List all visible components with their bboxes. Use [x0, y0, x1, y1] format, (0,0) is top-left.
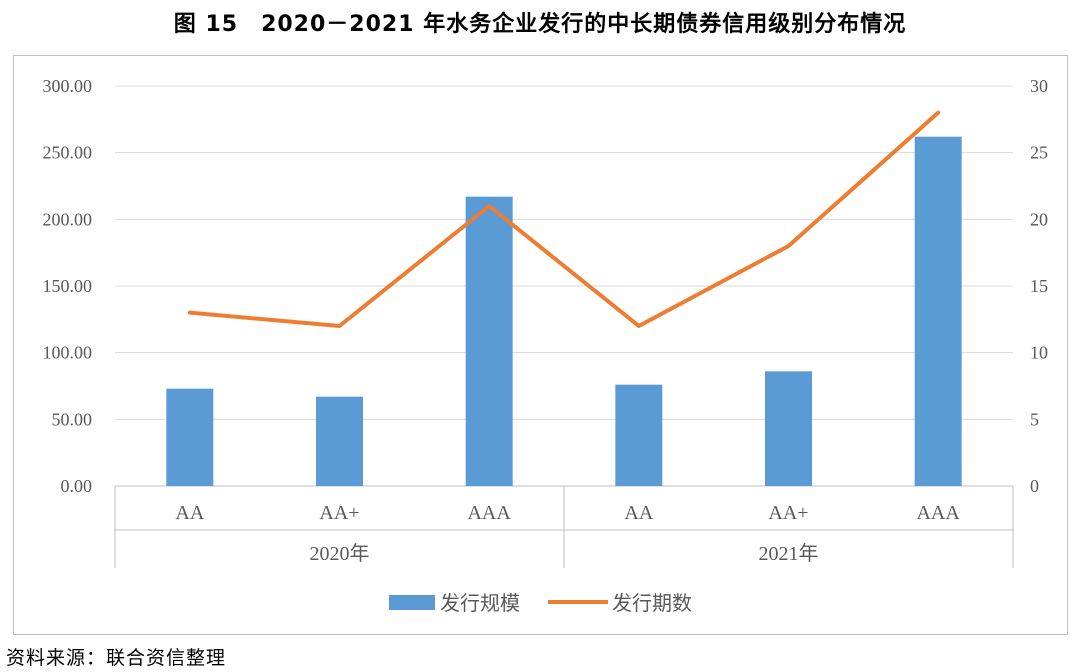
- x-group-label: 2020年: [310, 542, 370, 565]
- source-note: 资料来源：联合资信整理: [6, 647, 227, 669]
- bar: [166, 388, 214, 486]
- line-point: [487, 204, 491, 208]
- y-left-tick-label: 150.00: [43, 276, 93, 296]
- x-category-label: AAA: [916, 502, 960, 524]
- legend-label: 发行规模: [440, 591, 520, 615]
- y-right-tick-label: 0: [1030, 476, 1039, 496]
- line-point: [787, 244, 790, 248]
- y-right-tick-label: 30: [1030, 76, 1048, 96]
- legend-label: 发行期数: [612, 591, 692, 615]
- line-point: [936, 111, 940, 115]
- chart-frame: [13, 55, 1068, 635]
- bar: [316, 396, 363, 486]
- line-point: [188, 311, 192, 315]
- x-category-label: AAA: [467, 502, 511, 524]
- y-left-tick-label: 250.00: [43, 143, 93, 163]
- x-category-label: AA: [624, 502, 653, 524]
- y-left-tick-label: 300.00: [43, 76, 93, 96]
- line-point: [637, 324, 641, 328]
- x-category-label: AA: [175, 502, 204, 524]
- y-right-tick-label: 10: [1030, 343, 1048, 363]
- y-left-tick-label: 50.00: [52, 409, 93, 429]
- legend-swatch-bar: [389, 595, 435, 610]
- y-right-tick-label: 5: [1030, 409, 1039, 429]
- x-category-label: AA+: [768, 502, 808, 524]
- y-left-tick-label: 200.00: [43, 209, 93, 229]
- chart-title: 图 15 2020－2021 年水务企业发行的中长期债券信用级别分布情况: [173, 12, 907, 37]
- x-category-label: AA+: [319, 502, 359, 524]
- y-right-tick-label: 25: [1030, 143, 1048, 163]
- bar: [914, 136, 962, 486]
- x-group-label: 2021年: [759, 542, 819, 565]
- bar: [615, 384, 663, 486]
- bar: [465, 196, 513, 486]
- line-point: [338, 324, 341, 328]
- line-series: [187, 110, 941, 328]
- bar: [765, 371, 812, 486]
- y-right-tick-label: 20: [1030, 209, 1048, 229]
- y-left-tick-label: 0.00: [61, 476, 93, 496]
- y-left-tick-label: 100.00: [43, 343, 93, 363]
- y-right-tick-label: 15: [1030, 276, 1048, 296]
